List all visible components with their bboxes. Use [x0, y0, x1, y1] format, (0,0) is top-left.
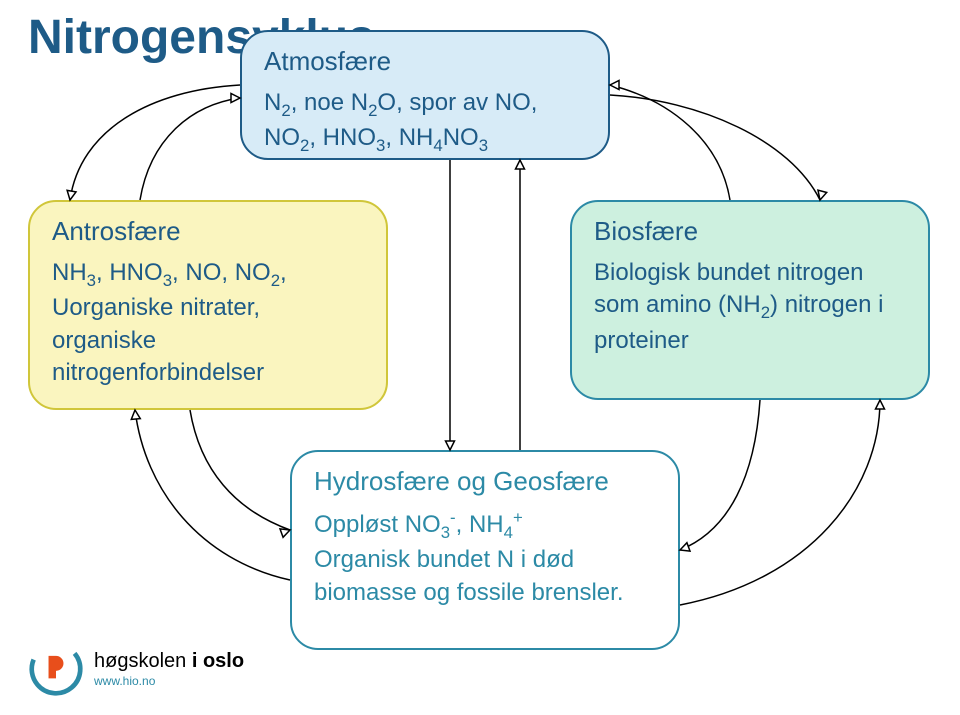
arrows-layer	[0, 0, 960, 715]
arrowhead-atmos-to-bios	[818, 190, 827, 200]
arrow-hydro-to-antros	[135, 410, 290, 580]
arrow-atmos-to-bios	[610, 95, 820, 200]
arrow-atmos-to-antros	[70, 85, 240, 200]
arrowhead-atmos-to-antros	[67, 190, 76, 200]
arrowhead-atmos-to-hydro	[446, 441, 455, 450]
arrowhead-hydro-to-bios	[876, 400, 885, 409]
arrowhead-antros-to-atmos	[231, 94, 240, 103]
logo-url: www.hio.no	[94, 675, 244, 687]
arrowhead-hydro-to-atmos	[516, 160, 525, 169]
arrowhead-hydro-to-antros	[131, 410, 140, 419]
hio-logo-icon	[28, 641, 84, 697]
arrow-bios-to-hydro	[680, 400, 760, 550]
logo-text-main: høgskolen i oslo	[94, 651, 244, 671]
slide-root: Nitrogensyklus Atmosfære N2, noe N2O, sp…	[0, 0, 960, 715]
arrow-antros-to-atmos	[140, 98, 240, 200]
arrowhead-bios-to-hydro	[680, 543, 690, 551]
arrow-bios-to-atmos	[610, 85, 730, 200]
arrow-hydro-to-bios	[680, 400, 880, 605]
arrowhead-bios-to-atmos	[610, 81, 619, 90]
arrow-antros-to-hydro	[190, 410, 290, 530]
arrowhead-antros-to-hydro	[280, 529, 290, 537]
footer-logo: høgskolen i oslo www.hio.no	[28, 641, 244, 697]
